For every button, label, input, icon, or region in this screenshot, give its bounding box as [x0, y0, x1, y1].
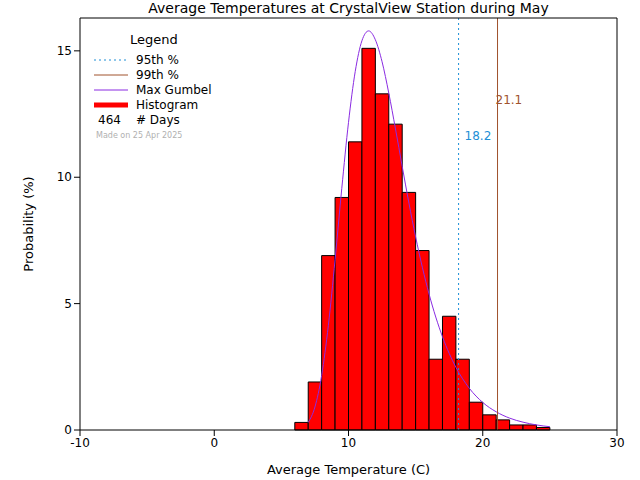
- svg-text:464: 464: [98, 113, 121, 127]
- svg-text:Histogram: Histogram: [136, 98, 198, 112]
- svg-text:99th %: 99th %: [136, 68, 179, 82]
- svg-text:Average Temperature (C): Average Temperature (C): [267, 462, 430, 477]
- svg-text:10: 10: [341, 436, 356, 450]
- svg-text:30: 30: [609, 436, 624, 450]
- svg-text:20: 20: [475, 436, 490, 450]
- svg-text:15: 15: [57, 44, 72, 58]
- svg-text:21.1: 21.1: [496, 93, 523, 107]
- svg-text:10: 10: [57, 170, 72, 184]
- svg-text:Made on 25 Apr 2025: Made on 25 Apr 2025: [96, 131, 182, 140]
- html-text:Average Temperatures at Crysta: Average Temperatures at CrystalView Stat…: [148, 0, 549, 16]
- svg-text:-10: -10: [70, 436, 90, 450]
- svg-text:Max Gumbel: Max Gumbel: [136, 83, 212, 97]
- svg-text:Probability (%): Probability (%): [21, 176, 36, 271]
- svg-text:0: 0: [210, 436, 218, 450]
- svg-text:# Days: # Days: [136, 113, 180, 127]
- svg-text:5: 5: [64, 297, 72, 311]
- svg-text:18.2: 18.2: [465, 129, 492, 143]
- svg-text:95th %: 95th %: [136, 53, 179, 67]
- svg-text:Legend: Legend: [130, 32, 178, 47]
- svg-text:0: 0: [64, 423, 72, 437]
